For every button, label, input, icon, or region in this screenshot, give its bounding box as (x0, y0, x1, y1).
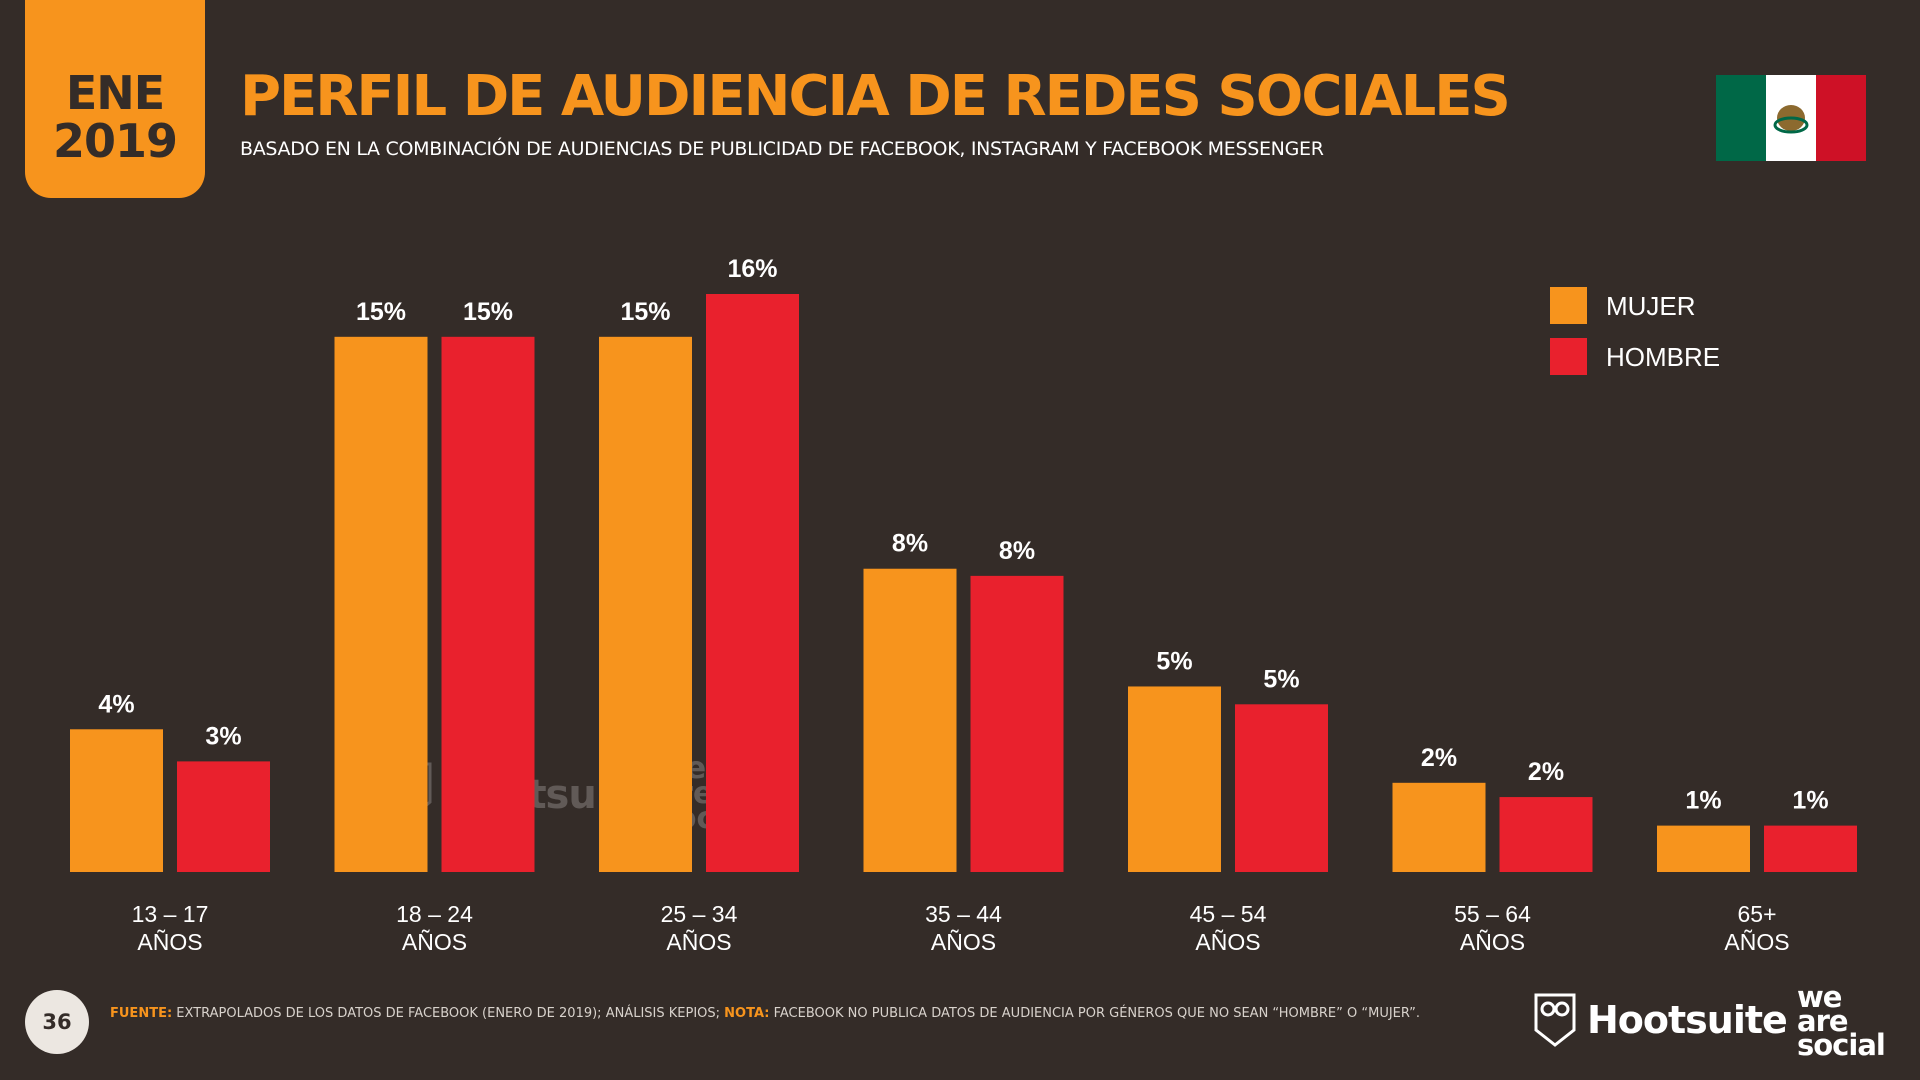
x-tick-label: AÑOS (931, 929, 996, 955)
x-tick-label: AÑOS (1724, 929, 1789, 955)
note-key: NOTA: (724, 1006, 770, 1021)
source-key: FUENTE: (110, 1006, 173, 1021)
page-title: PERFIL DE AUDIENCIA DE REDES SOCIALES (240, 64, 1511, 129)
hombre-bar (1499, 797, 1593, 872)
legend-swatch-hombre (1550, 338, 1587, 375)
page-number-badge: 36 (25, 990, 89, 1054)
x-tick-label: AÑOS (1460, 929, 1525, 955)
mujer-bar (1657, 825, 1750, 872)
x-tick-label: 45 – 54 (1190, 901, 1267, 927)
data-label: 8% (999, 537, 1035, 565)
mujer-bar (599, 336, 692, 872)
date-year: 2019 (52, 114, 178, 168)
hombre-bar (706, 294, 799, 872)
source-text: EXTRAPOLADOS DE LOS DATOS DE FACEBOOK (E… (176, 1006, 721, 1021)
hombre-bar (1764, 825, 1857, 872)
x-tick-label: 13 – 17 (132, 901, 209, 927)
data-label: 3% (205, 722, 241, 750)
data-label: 2% (1421, 744, 1457, 772)
x-tick-label: 65+ (1737, 901, 1776, 927)
mujer-bar (334, 336, 428, 872)
data-label: 4% (98, 690, 134, 718)
data-label: 2% (1528, 758, 1564, 786)
mujer-bar (1392, 782, 1486, 872)
x-tick-label: AÑOS (1195, 929, 1260, 955)
x-tick-label: 55 – 64 (1454, 901, 1531, 927)
data-label: 15% (356, 298, 406, 326)
date-badge: ENE 2019 (25, 0, 205, 198)
x-tick-label: AÑOS (137, 929, 202, 955)
mujer-bar (863, 568, 957, 872)
legend-label-hombre: HOMBRE (1606, 342, 1720, 372)
data-label: 15% (620, 298, 670, 326)
flag-stripe-red (1816, 75, 1866, 161)
data-label: 15% (463, 298, 513, 326)
data-label: 1% (1685, 787, 1721, 815)
data-label: 8% (892, 530, 928, 558)
data-label: 5% (1263, 665, 1299, 693)
x-tick-label: AÑOS (402, 929, 467, 955)
flag-stripe-green (1716, 75, 1766, 161)
hombre-bar (441, 336, 535, 872)
hombre-bar (177, 761, 270, 872)
data-label: 5% (1156, 647, 1192, 675)
legend-label-mujer: MUJER (1606, 291, 1696, 321)
x-tick-label: 25 – 34 (661, 901, 738, 927)
note-text: FACEBOOK NO PUBLICA DATOS DE AUDIENCIA P… (773, 1006, 1420, 1021)
hootsuite-name: Hootsuite (1587, 998, 1788, 1042)
owl-icon (1534, 993, 1576, 1047)
mujer-bar (70, 729, 163, 872)
date-month: ENE (65, 66, 165, 120)
data-label: 16% (727, 255, 777, 283)
data-label: 1% (1792, 787, 1828, 815)
hombre-bar (1235, 704, 1328, 872)
we-are-social-logo: we are social (1797, 980, 1886, 1062)
hombre-bar (970, 575, 1064, 872)
x-tick-label: AÑOS (666, 929, 731, 955)
x-tick-label: 35 – 44 (925, 901, 1002, 927)
mujer-bar (1128, 686, 1221, 872)
x-tick-label: 18 – 24 (396, 901, 473, 927)
mexico-flag-icon (1716, 75, 1866, 161)
footer-note: FUENTE: EXTRAPOLADOS DE LOS DATOS DE FAC… (110, 1003, 1490, 1024)
page-subtitle: BASADO EN LA COMBINACIÓN DE AUDIENCIAS D… (240, 138, 1324, 160)
legend-swatch-mujer (1550, 287, 1587, 324)
